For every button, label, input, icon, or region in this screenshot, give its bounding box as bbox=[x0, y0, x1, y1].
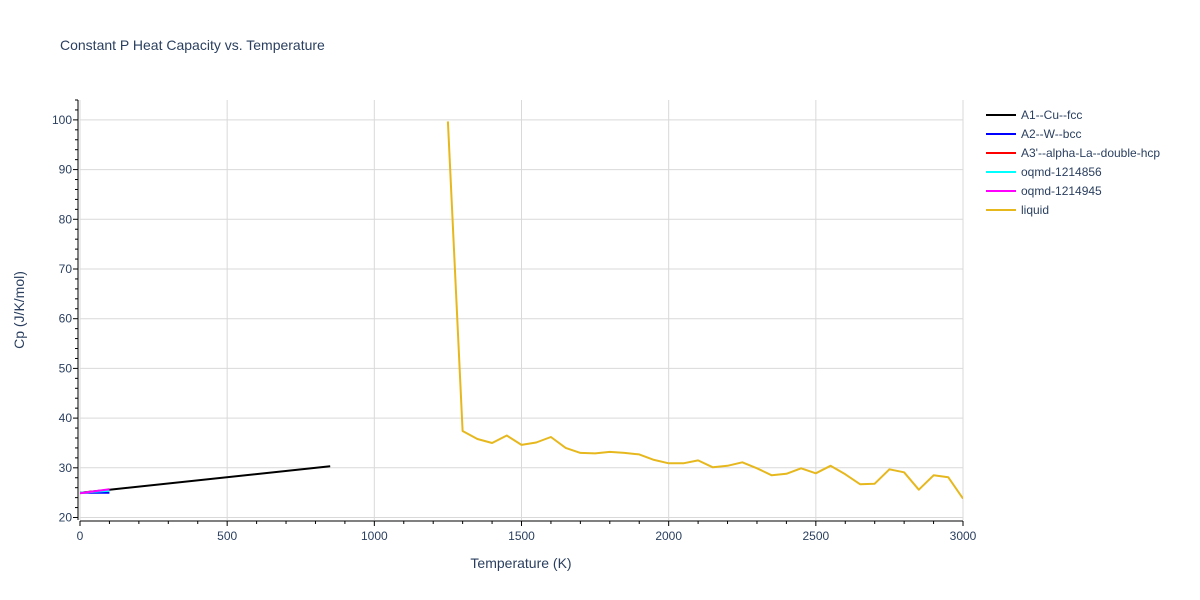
legend-item[interactable]: A3'--alpha-La--double-hcp bbox=[986, 146, 1160, 160]
y-tick-label: 50 bbox=[59, 361, 73, 375]
x-tick-label: 3000 bbox=[950, 529, 977, 543]
legend-item[interactable]: A2--W--bcc bbox=[986, 127, 1081, 141]
series-line-oqmd-1214945 bbox=[80, 488, 110, 495]
y-tick-label: 30 bbox=[59, 461, 73, 475]
x-tick-label: 2500 bbox=[802, 529, 829, 543]
x-tick-label: 1500 bbox=[508, 529, 535, 543]
legend: A1--Cu--fcc A2--W--bcc A3'--alpha-La--doub… bbox=[986, 108, 1160, 217]
axis-layer: 0 500 1000 1500 2000 2500 3000 20 30 40 50 60 70 80 90… bbox=[52, 99, 977, 543]
y-tick-label: 100 bbox=[52, 113, 72, 127]
legend-label: A1--Cu--fcc bbox=[1021, 108, 1082, 122]
y-tick-label: 90 bbox=[59, 163, 73, 177]
y-tick-label: 80 bbox=[59, 212, 73, 226]
x-tick-label: 2000 bbox=[655, 529, 682, 543]
legend-label: oqmd-1214945 bbox=[1021, 184, 1102, 198]
legend-label: oqmd-1214856 bbox=[1021, 165, 1102, 179]
y-tick-label: 60 bbox=[59, 312, 73, 326]
chart-title: Constant P Heat Capacity vs. Temperature bbox=[60, 37, 325, 53]
series-layer bbox=[80, 121, 963, 500]
x-tick-label: 1000 bbox=[361, 529, 388, 543]
series-line-a1-cu-fcc bbox=[80, 465, 331, 494]
series-line-liquid bbox=[446, 121, 963, 500]
legend-label: A3'--alpha-La--double-hcp bbox=[1021, 146, 1160, 160]
legend-item[interactable]: A1--Cu--fcc bbox=[986, 108, 1082, 122]
legend-label: A2--W--bcc bbox=[1021, 127, 1081, 141]
y-axis-title: Cp (J/K/mol) bbox=[11, 271, 27, 349]
legend-item[interactable]: oqmd-1214856 bbox=[986, 165, 1102, 179]
grid-layer bbox=[79, 100, 964, 520]
y-tick-label: 20 bbox=[59, 511, 73, 525]
x-tick-label: 500 bbox=[217, 529, 237, 543]
y-tick-label: 40 bbox=[59, 411, 73, 425]
x-axis-title: Temperature (K) bbox=[470, 555, 571, 571]
y-tick-label: 70 bbox=[59, 262, 73, 276]
legend-item[interactable]: oqmd-1214945 bbox=[986, 184, 1102, 198]
legend-item[interactable]: liquid bbox=[986, 203, 1049, 217]
x-tick-label: 0 bbox=[77, 529, 84, 543]
legend-label: liquid bbox=[1021, 203, 1049, 217]
